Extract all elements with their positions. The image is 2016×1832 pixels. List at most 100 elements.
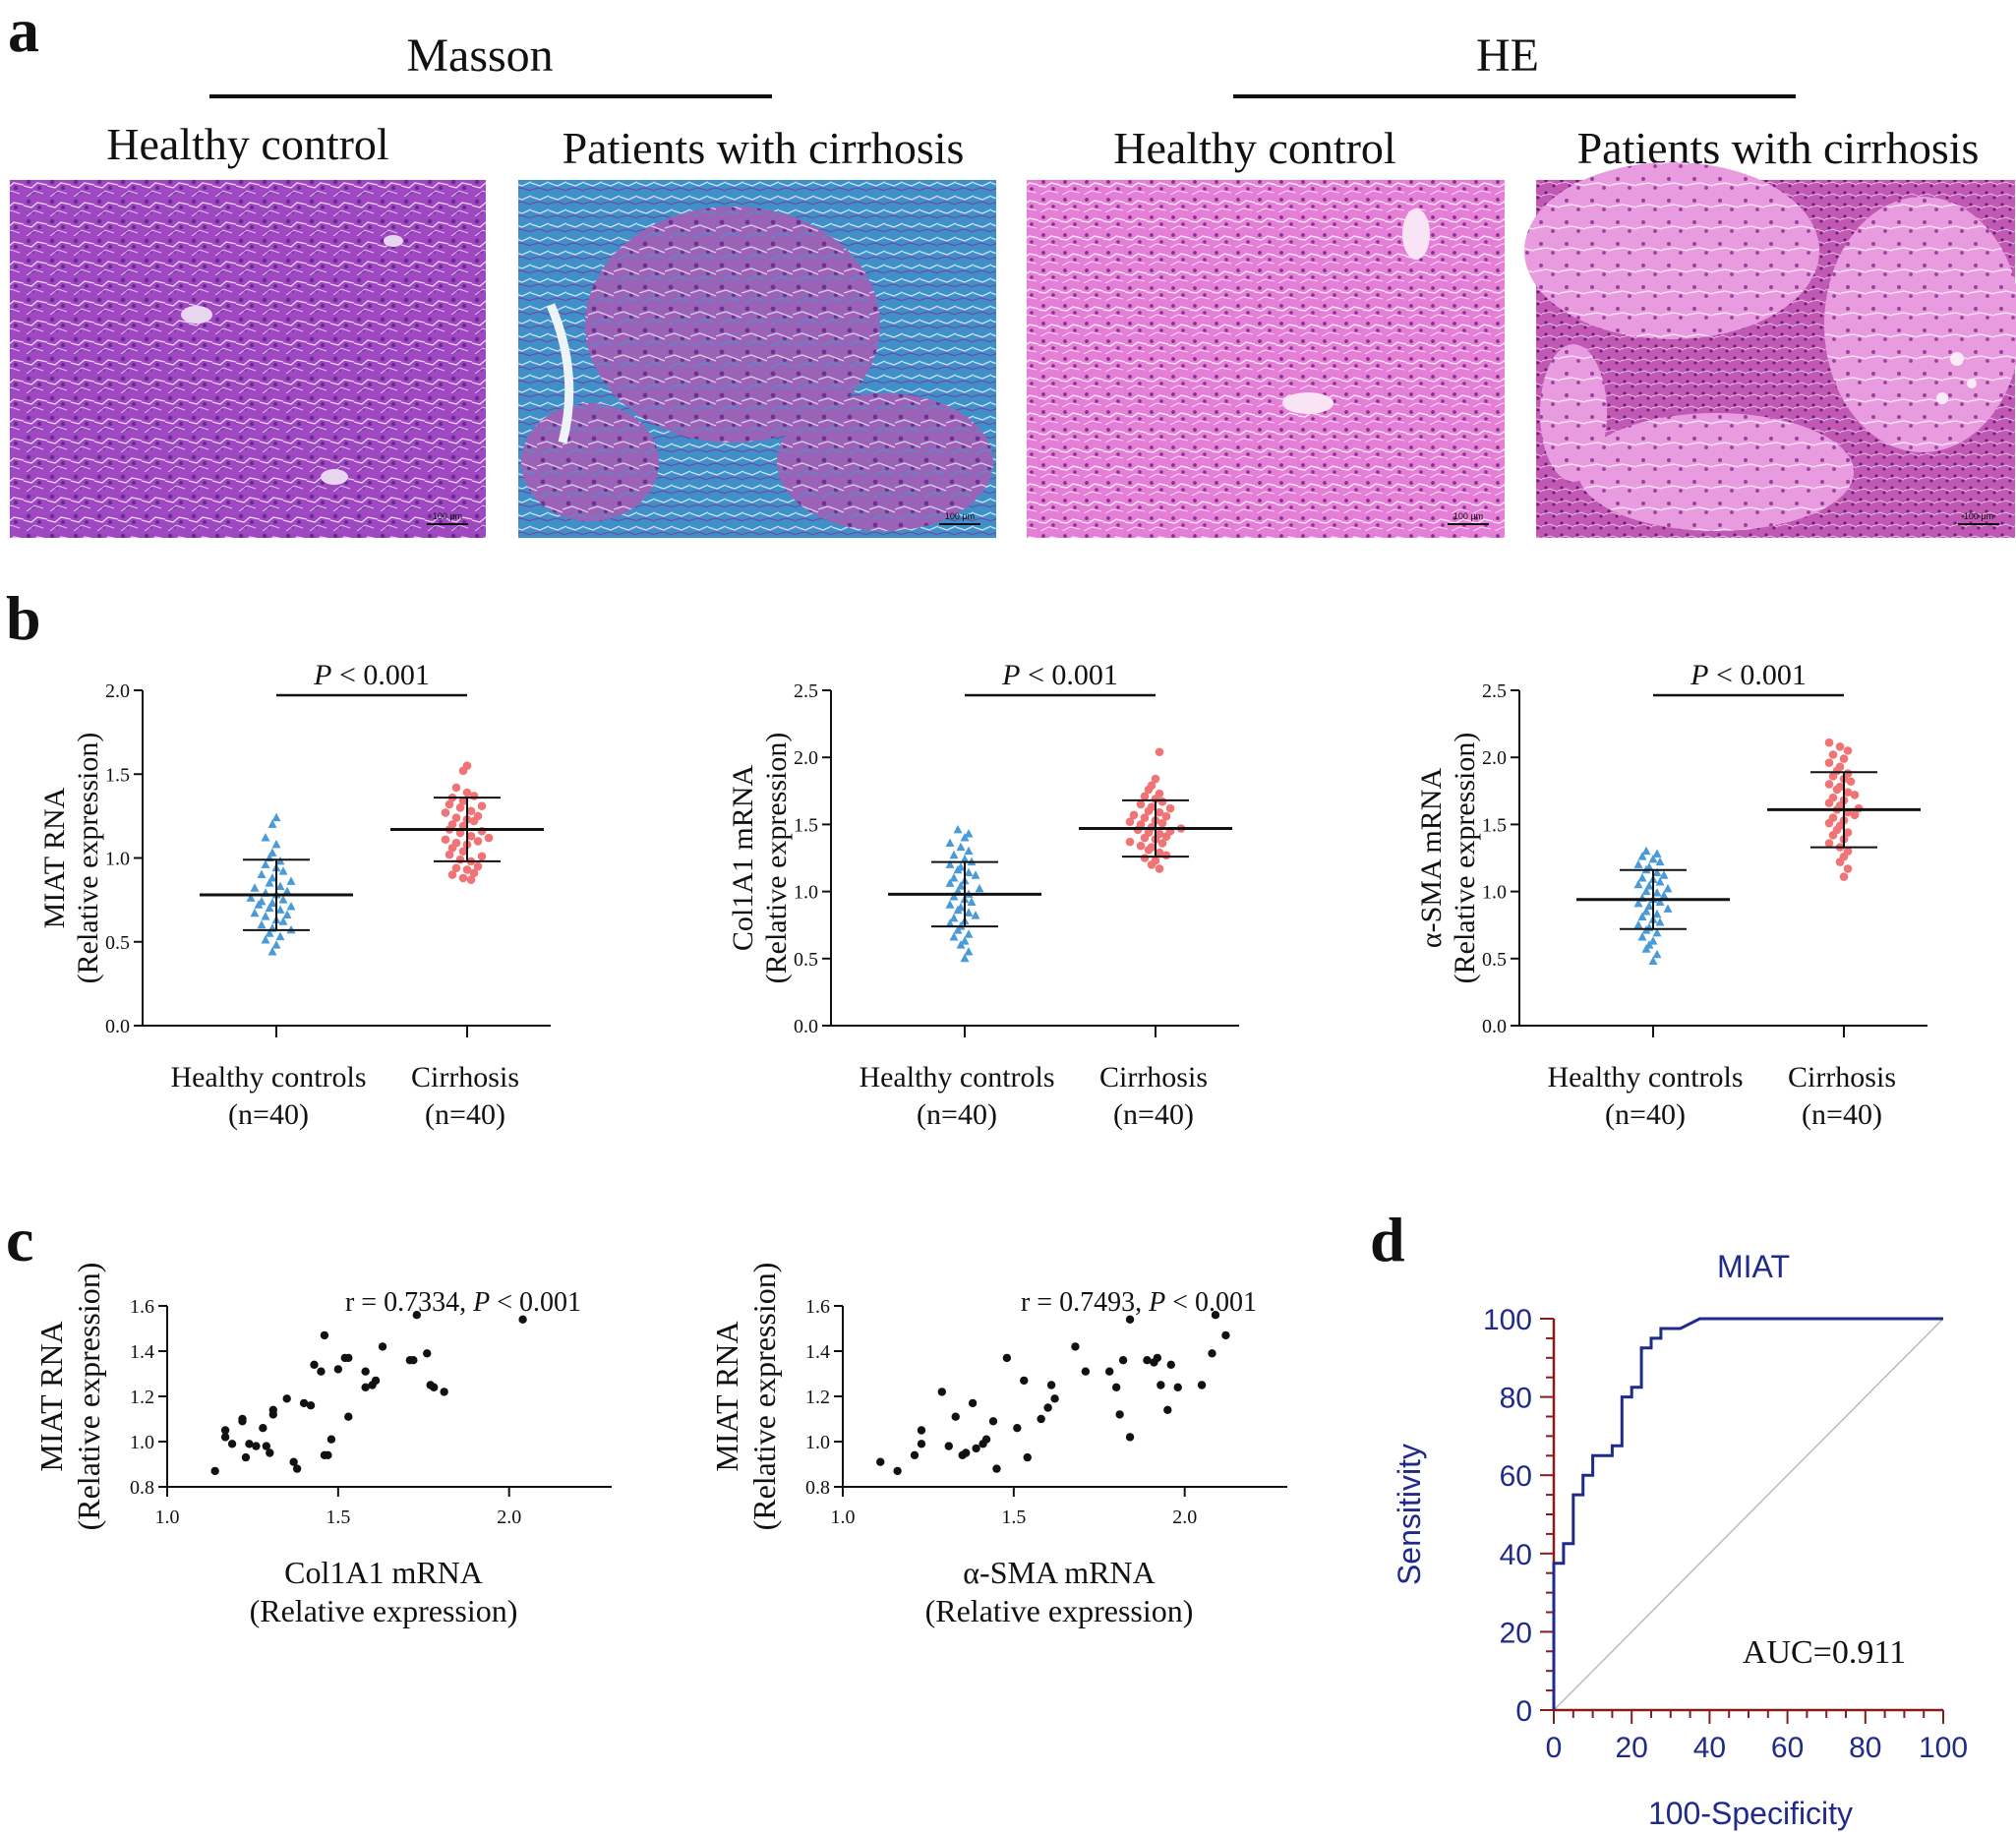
panel-b-charts: 0.0 0.5 1.0 1.5 2.0 Healthy controls (n=40) Cir… (38, 659, 1927, 1131)
control-point (1648, 956, 1658, 966)
cirrhosis-point (1136, 820, 1146, 829)
control-point (1652, 927, 1662, 937)
cirrhosis-point (1151, 774, 1160, 784)
x-tick-label: 1.5 (326, 1507, 350, 1528)
control-point (265, 928, 274, 937)
control-point (945, 859, 955, 868)
control-point (257, 869, 267, 879)
scatter-point (1125, 1433, 1135, 1442)
y-tick-label: 1.6 (805, 1296, 830, 1318)
category-label: Cirrhosis (1099, 1061, 1208, 1093)
micrograph-masson-healthy: 100 μm (10, 180, 486, 538)
control-point (1641, 846, 1651, 856)
scale-bar-label: 100 μm (433, 511, 462, 521)
scatter-point (1013, 1424, 1022, 1433)
control-point (964, 908, 974, 916)
y-axis-label: MIAT RNA (709, 1321, 744, 1471)
x-tick-label: 0 (1546, 1732, 1563, 1764)
control-point (267, 848, 277, 857)
scale-bar-label: 100 μm (1453, 511, 1483, 521)
scatter-point (1143, 1356, 1152, 1365)
scatter-point (252, 1442, 261, 1450)
cirrhosis-point (1136, 841, 1146, 851)
cirrhosis-point (1155, 864, 1164, 873)
cirrhosis-point (441, 808, 450, 817)
scatter-point (1173, 1383, 1182, 1392)
y-tick-label: 0.0 (1482, 1016, 1507, 1037)
control-point (960, 854, 970, 863)
y-axis-label: (Relative expression) (72, 733, 104, 984)
control-point (1655, 916, 1665, 926)
x-tick-label: 1.0 (831, 1507, 856, 1528)
scatter-point (333, 1365, 343, 1374)
cirrhosis-point (1828, 793, 1838, 802)
control-point (964, 946, 974, 956)
y-axis-label: (Relative expression) (746, 1263, 782, 1531)
y-tick-label: 1.0 (1482, 882, 1507, 904)
scatter-point (1163, 1405, 1172, 1415)
control-point (1659, 870, 1669, 879)
cirrhosis-point (1850, 791, 1860, 799)
masson-cirrhosis-label: Patients with cirrhosis (563, 123, 965, 173)
control-point (1663, 883, 1673, 893)
control-point (945, 838, 955, 847)
control-point (1641, 886, 1651, 896)
y-tick-label: 2.0 (794, 747, 818, 769)
cirrhosis-point (473, 861, 483, 871)
control-point (1652, 949, 1662, 959)
cirrhosis-point (1835, 762, 1845, 772)
y-tick-label: 0.0 (794, 1016, 818, 1037)
cirrhosis-point (466, 875, 476, 884)
cirrhosis-point (1835, 741, 1845, 751)
scatter-point (1043, 1403, 1052, 1412)
cirrhosis-point (469, 868, 479, 878)
cirrhosis-point (1155, 848, 1164, 857)
control-point (261, 912, 270, 920)
scatter-point (961, 1448, 971, 1457)
scatter-point (259, 1424, 267, 1433)
scatter-point (361, 1383, 370, 1392)
scatter-point (317, 1367, 326, 1376)
cirrhosis-point (1147, 802, 1156, 811)
cirrhosis-point (473, 837, 483, 846)
y-axis-label: (Relative expression) (1449, 733, 1481, 984)
scatter-point (430, 1383, 439, 1392)
cirrhosis-point (477, 801, 487, 810)
cirrhosis-point (1147, 843, 1156, 852)
cirrhosis-point (1155, 747, 1164, 757)
cirrhosis-point (458, 873, 468, 883)
cirrhosis-point (1824, 780, 1834, 789)
category-label: Cirrhosis (411, 1061, 519, 1093)
control-point (964, 846, 974, 856)
micrograph-he-cirrhosis: 100 μm (1524, 162, 2016, 538)
scatter-point (1105, 1367, 1114, 1376)
cirrhosis-point (1843, 746, 1853, 755)
cirrhosis-point (447, 820, 457, 829)
scatter-point (344, 1412, 353, 1421)
scale-bar-label: 100 μm (945, 511, 975, 521)
scatter-point (238, 1414, 247, 1424)
scatter-point (310, 1360, 319, 1370)
panel-b-letter: b (6, 583, 41, 653)
y-tick-label: 1.5 (1482, 814, 1507, 836)
category-label: Cirrhosis (1788, 1061, 1896, 1093)
x-tick-label: 20 (1616, 1732, 1648, 1764)
panel-d-letter: d (1370, 1205, 1405, 1274)
dot-plot-3: 0.0 0.5 1.0 1.5 2.0 2.5 Healthy controls (n=40)… (1415, 659, 1927, 1131)
cirrhosis-point (1828, 750, 1838, 759)
cirrhosis-point (1157, 818, 1167, 828)
x-axis-label: (Relative expression) (925, 1593, 1194, 1628)
p-value-label: P < 0.001 (1001, 659, 1118, 691)
control-point (1659, 890, 1669, 900)
scatter-point (1208, 1349, 1216, 1358)
y-tick-label: 0.0 (105, 1016, 130, 1037)
x-tick-label: 2.0 (497, 1507, 521, 1528)
x-tick-label: 60 (1771, 1732, 1804, 1764)
cirrhosis-point (455, 803, 465, 812)
category-n-label: (n=40) (1605, 1098, 1686, 1131)
control-point (964, 867, 974, 877)
control-point (1644, 862, 1654, 871)
scatter-point (951, 1412, 960, 1421)
scatter-point (1037, 1414, 1045, 1424)
